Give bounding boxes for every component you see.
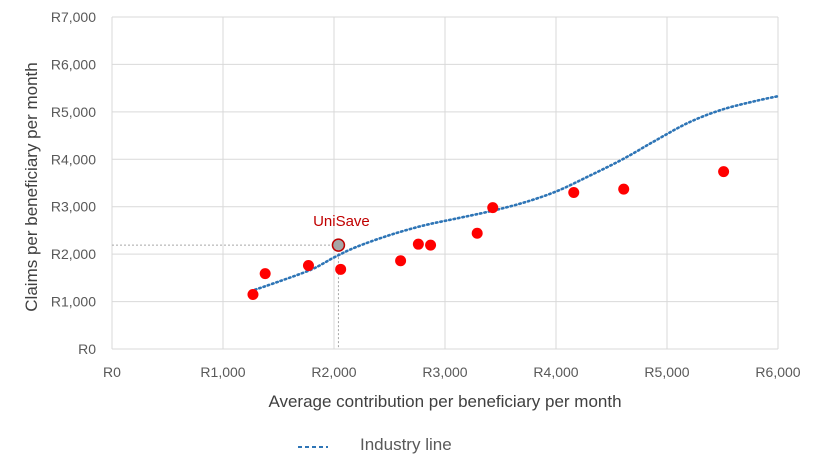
x-tick-label: R6,000 <box>755 364 800 380</box>
y-tick-label: R0 <box>78 341 96 357</box>
data-point <box>395 255 407 267</box>
x-tick-label: R0 <box>103 364 121 380</box>
y-tick-label: R6,000 <box>51 56 96 72</box>
y-tick-label: R7,000 <box>51 9 96 25</box>
highlight-label: UniSave <box>313 213 370 230</box>
y-tick-label: R2,000 <box>51 246 96 262</box>
x-tick-label: R5,000 <box>644 364 689 380</box>
legend-label-industry-line: Industry line <box>360 435 452 454</box>
data-point <box>425 239 437 251</box>
x-axis-title: Average contribution per beneficiary per… <box>268 392 621 411</box>
highlight-group: UniSave <box>313 213 370 252</box>
y-tick-label: R4,000 <box>51 151 96 167</box>
highlight-guide-lines <box>112 244 339 349</box>
x-axis-ticks: R0 R1,000 R2,000 R3,000 R4,000 R5,000 R6,000 <box>103 364 801 380</box>
y-tick-label: R3,000 <box>51 199 96 215</box>
x-tick-label: R2,000 <box>311 364 356 380</box>
data-point <box>618 183 630 195</box>
y-tick-label: R1,000 <box>51 294 96 310</box>
legend: Industry line <box>298 435 452 454</box>
x-tick-label: R4,000 <box>533 364 578 380</box>
x-tick-label: R1,000 <box>200 364 245 380</box>
data-point <box>247 288 259 300</box>
data-point <box>487 202 499 214</box>
data-point <box>335 263 347 275</box>
data-point <box>259 268 271 280</box>
highlight-point <box>331 238 346 252</box>
data-point <box>718 166 730 178</box>
data-points <box>247 166 730 300</box>
industry-line-path <box>249 94 780 293</box>
industry-line <box>249 94 780 293</box>
y-axis-title: Claims per beneficiary per month <box>22 62 41 311</box>
data-point <box>302 260 314 272</box>
grid <box>111 16 779 350</box>
data-point <box>568 186 580 198</box>
x-tick-label: R3,000 <box>422 364 467 380</box>
data-point <box>412 238 424 250</box>
y-axis-ticks: R0 R1,000 R2,000 R3,000 R4,000 R5,000 R6,000 R7… <box>51 9 96 357</box>
y-tick-label: R5,000 <box>51 104 96 120</box>
data-point <box>471 227 483 239</box>
